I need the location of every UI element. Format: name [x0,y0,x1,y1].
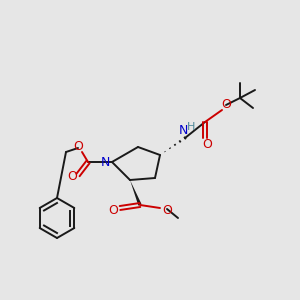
Text: H: H [187,122,195,132]
Text: O: O [221,98,231,112]
Text: O: O [202,137,212,151]
Text: N: N [100,157,110,169]
Text: O: O [67,170,77,184]
Text: N: N [178,124,188,136]
Text: O: O [162,203,172,217]
Text: O: O [108,203,118,217]
Polygon shape [130,180,142,206]
Text: O: O [73,140,83,154]
